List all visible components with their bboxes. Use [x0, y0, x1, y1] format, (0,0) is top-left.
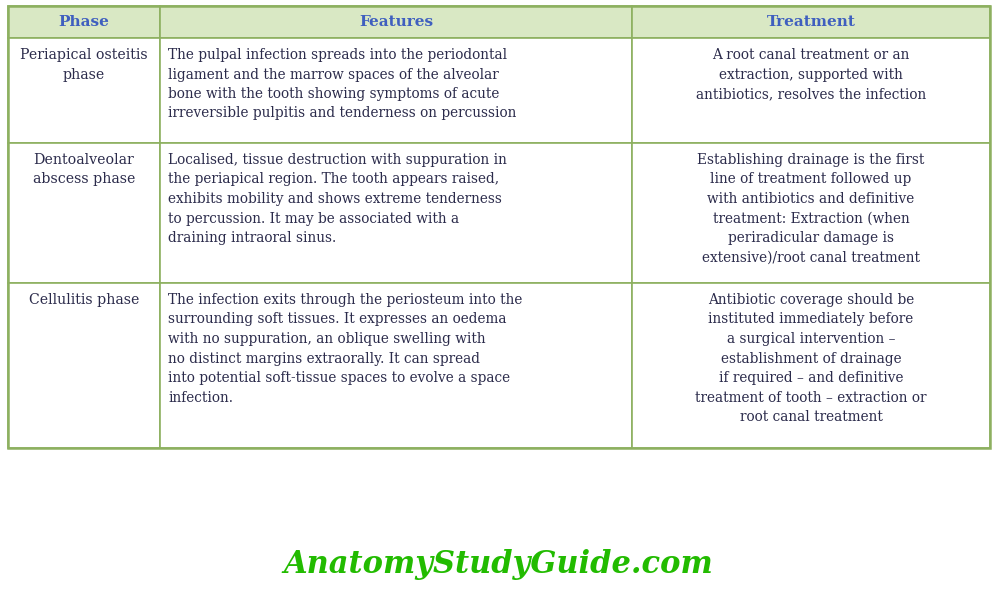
Text: The pulpal infection spreads into the periodontal
ligament and the marrow spaces: The pulpal infection spreads into the pe…: [168, 48, 516, 121]
Bar: [632, 38, 990, 143]
Text: Phase: Phase: [59, 15, 110, 29]
Text: Periapical osteitis
phase: Periapical osteitis phase: [20, 48, 147, 81]
Bar: [160, 283, 632, 448]
Bar: [160, 143, 632, 283]
Text: AnatomyStudyGuide.com: AnatomyStudyGuide.com: [283, 550, 713, 581]
Bar: [160, 6, 632, 38]
Bar: [8, 6, 990, 448]
Text: Antibiotic coverage should be
instituted immediately before
a surgical intervent: Antibiotic coverage should be instituted…: [695, 293, 926, 424]
Text: Establishing drainage is the first
line of treatment followed up
with antibiotic: Establishing drainage is the first line …: [697, 153, 924, 264]
Text: Features: Features: [359, 15, 433, 29]
Bar: [8, 38, 160, 143]
Text: Localised, tissue destruction with suppuration in
the periapical region. The too: Localised, tissue destruction with suppu…: [168, 153, 507, 245]
Bar: [632, 6, 990, 38]
Bar: [8, 6, 160, 38]
Text: Dentoalveolar
abscess phase: Dentoalveolar abscess phase: [33, 153, 135, 187]
Bar: [160, 38, 632, 143]
Bar: [8, 283, 160, 448]
Text: The infection exits through the periosteum into the
surrounding soft tissues. It: The infection exits through the perioste…: [168, 293, 522, 404]
Bar: [632, 283, 990, 448]
Bar: [632, 143, 990, 283]
Text: A root canal treatment or an
extraction, supported with
antibiotics, resolves th: A root canal treatment or an extraction,…: [696, 48, 926, 101]
Text: Cellulitis phase: Cellulitis phase: [29, 293, 139, 307]
Text: Treatment: Treatment: [767, 15, 856, 29]
Bar: [8, 143, 160, 283]
